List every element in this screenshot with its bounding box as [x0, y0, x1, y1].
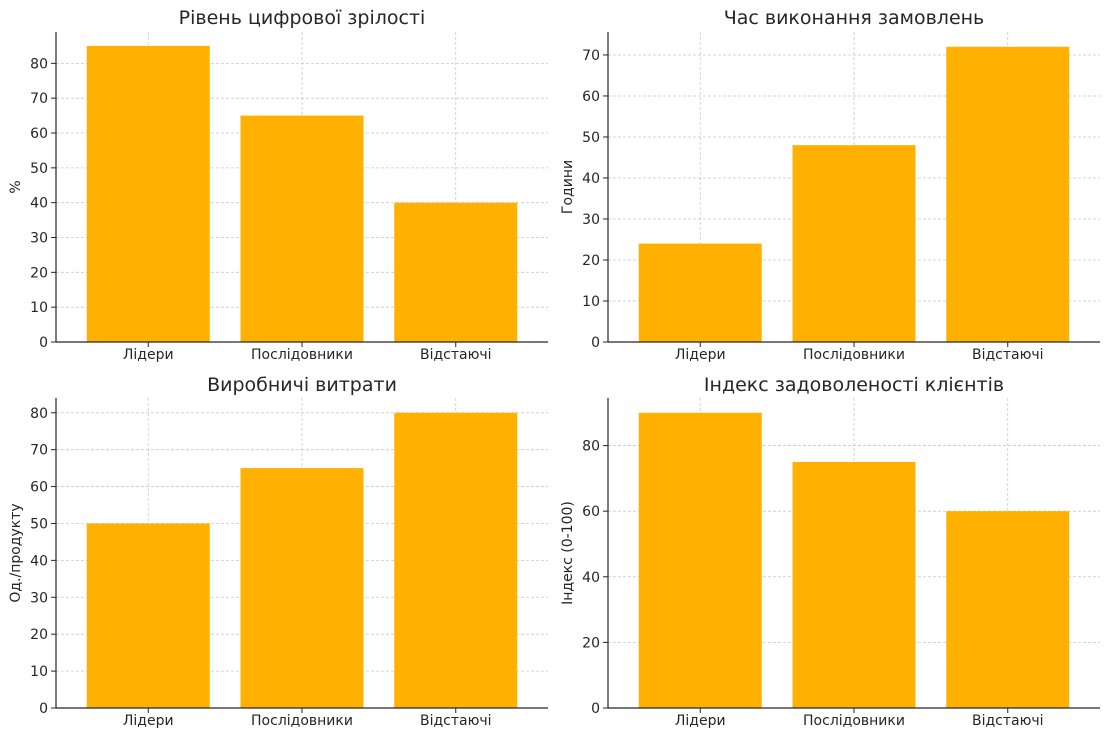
y-tick-label: 30 [30, 590, 48, 606]
chart-panel-4: 0 20 40 60 80 Лідери Послідовники Відстаючі Інде… [560, 374, 1100, 729]
y-tick-label: 60 [582, 504, 600, 520]
bar [394, 412, 518, 708]
y-tick-label: 20 [582, 635, 600, 651]
x-tick-label: Відстаючі [972, 347, 1044, 363]
y-tick-label: 0 [39, 335, 48, 351]
chart-title: Рівень цифрової зрілості [179, 7, 426, 29]
x-tick-label: Відстаючі [420, 347, 492, 363]
x-tick-label: Послідовники [251, 347, 353, 363]
chart-panel-1: 0 10 20 30 40 50 60 70 80 Лідери Послідовники Відст… [8, 7, 548, 363]
y-tick-label: 0 [591, 335, 600, 351]
bar [638, 412, 762, 708]
chart-title: Час виконання замовлень [724, 7, 985, 29]
y-tick-label: 60 [30, 480, 48, 496]
y-tick-label: 70 [582, 48, 600, 64]
bar [946, 511, 1070, 708]
x-tick-label: Лідери [675, 713, 726, 729]
y-tick-label: 20 [30, 265, 48, 281]
y-tick-label: 10 [582, 294, 600, 310]
chart-panel-3: 0 10 20 30 40 50 60 70 80 Лідери Послідовники Відст… [8, 374, 548, 729]
y-tick-label: 40 [582, 171, 600, 187]
bar [946, 46, 1070, 343]
y-tick-label: 20 [582, 253, 600, 269]
bar [638, 243, 762, 342]
x-tick-label: Послідовники [803, 347, 905, 363]
y-tick-label: 40 [30, 196, 48, 212]
y-axis-label: Од./продукту [8, 503, 24, 602]
y-tick-label: 50 [582, 130, 600, 146]
bar [240, 468, 364, 708]
x-tick-label: Лідери [123, 713, 174, 729]
y-axis-label: Години [560, 160, 576, 214]
y-axis-label: Індекс (0-100) [560, 501, 576, 605]
y-tick-label: 40 [582, 570, 600, 586]
bar [394, 202, 518, 342]
y-tick-label: 30 [30, 231, 48, 247]
chart-panel-2: 0 10 20 30 40 50 60 70 Лідери Послідовники Відстаю… [560, 7, 1100, 363]
x-tick-label: Лідери [123, 347, 174, 363]
y-tick-label: 30 [582, 212, 600, 228]
y-tick-label: 50 [30, 161, 48, 177]
y-tick-label: 70 [30, 91, 48, 107]
y-tick-label: 10 [30, 300, 48, 316]
y-tick-label: 80 [582, 439, 600, 455]
y-tick-label: 80 [30, 56, 48, 72]
x-tick-label: Відстаючі [972, 713, 1044, 729]
y-tick-label: 50 [30, 516, 48, 532]
y-tick-label: 0 [39, 701, 48, 717]
y-axis-label: % [8, 180, 24, 193]
y-tick-label: 10 [30, 664, 48, 680]
x-tick-label: Послідовники [251, 713, 353, 729]
y-tick-label: 60 [30, 126, 48, 142]
bar [240, 115, 364, 342]
bar [792, 461, 916, 708]
bar [86, 523, 210, 708]
x-tick-label: Відстаючі [420, 713, 492, 729]
y-tick-label: 20 [30, 627, 48, 643]
bar [86, 45, 210, 342]
y-tick-label: 60 [582, 89, 600, 105]
y-tick-label: 70 [30, 443, 48, 459]
x-tick-label: Послідовники [803, 713, 905, 729]
chart-title: Індекс задоволеності клієнтів [704, 374, 1004, 396]
chart-title: Виробничі витрати [207, 374, 397, 396]
y-tick-label: 40 [30, 553, 48, 569]
y-tick-label: 80 [30, 406, 48, 422]
y-tick-label: 0 [591, 701, 600, 717]
x-tick-label: Лідери [675, 347, 726, 363]
bar [792, 145, 916, 342]
